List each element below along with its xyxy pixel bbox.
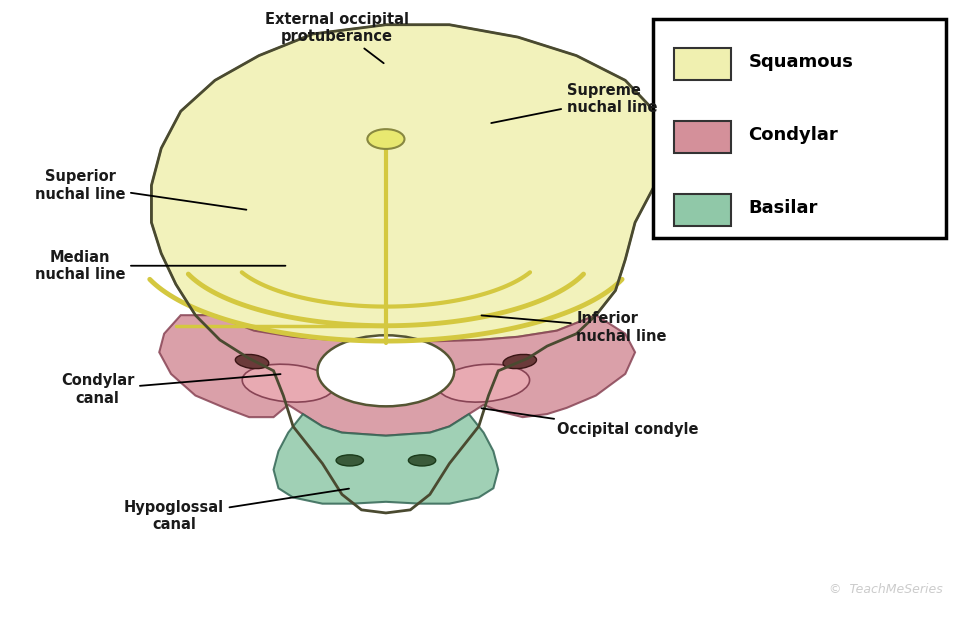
Text: Condylar: Condylar <box>748 126 838 145</box>
Ellipse shape <box>408 455 436 466</box>
Ellipse shape <box>318 335 454 407</box>
FancyBboxPatch shape <box>653 19 946 238</box>
Ellipse shape <box>503 354 536 369</box>
Text: Basilar: Basilar <box>748 199 818 218</box>
Text: Hypoglossal
canal: Hypoglossal canal <box>124 489 349 532</box>
Text: ©  TeachMeSeries: © TeachMeSeries <box>829 583 943 596</box>
Text: External occipital
protuberance: External occipital protuberance <box>265 12 409 63</box>
Text: Superior
nuchal line: Superior nuchal line <box>35 169 246 210</box>
Ellipse shape <box>438 364 530 402</box>
Text: Supreme
nuchal line: Supreme nuchal line <box>491 83 658 123</box>
FancyBboxPatch shape <box>674 121 731 153</box>
Ellipse shape <box>336 455 363 466</box>
Polygon shape <box>159 315 635 436</box>
Text: Inferior
nuchal line: Inferior nuchal line <box>482 311 667 344</box>
Polygon shape <box>151 25 664 341</box>
Ellipse shape <box>242 364 334 402</box>
Ellipse shape <box>235 354 269 369</box>
Ellipse shape <box>367 129 404 149</box>
Text: Median
nuchal line: Median nuchal line <box>35 250 285 282</box>
FancyBboxPatch shape <box>674 194 731 226</box>
FancyBboxPatch shape <box>674 48 731 80</box>
Text: Occipital condyle: Occipital condyle <box>482 408 699 437</box>
Text: Squamous: Squamous <box>748 53 853 72</box>
Text: Condylar
canal: Condylar canal <box>61 373 280 405</box>
Polygon shape <box>274 414 498 504</box>
